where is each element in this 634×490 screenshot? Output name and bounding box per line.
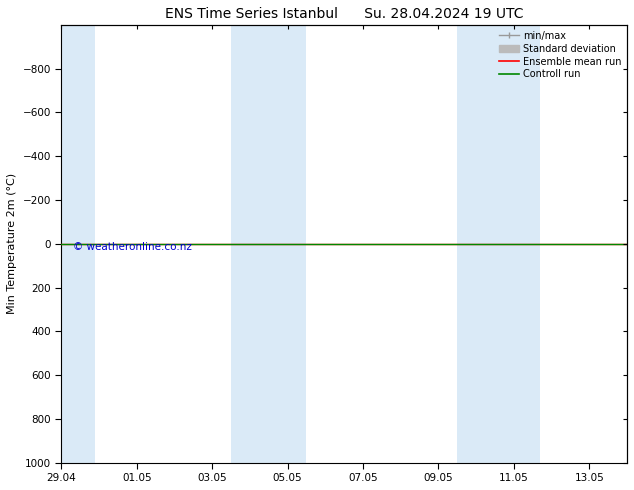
Text: © weatheronline.co.nz: © weatheronline.co.nz xyxy=(73,242,191,251)
Title: ENS Time Series Istanbul      Su. 28.04.2024 19 UTC: ENS Time Series Istanbul Su. 28.04.2024 … xyxy=(165,7,524,21)
Bar xyxy=(457,25,540,463)
Bar xyxy=(231,25,306,463)
Bar xyxy=(61,25,95,463)
Legend: min/max, Standard deviation, Ensemble mean run, Controll run: min/max, Standard deviation, Ensemble me… xyxy=(496,27,625,83)
Y-axis label: Min Temperature 2m (°C): Min Temperature 2m (°C) xyxy=(7,173,17,314)
